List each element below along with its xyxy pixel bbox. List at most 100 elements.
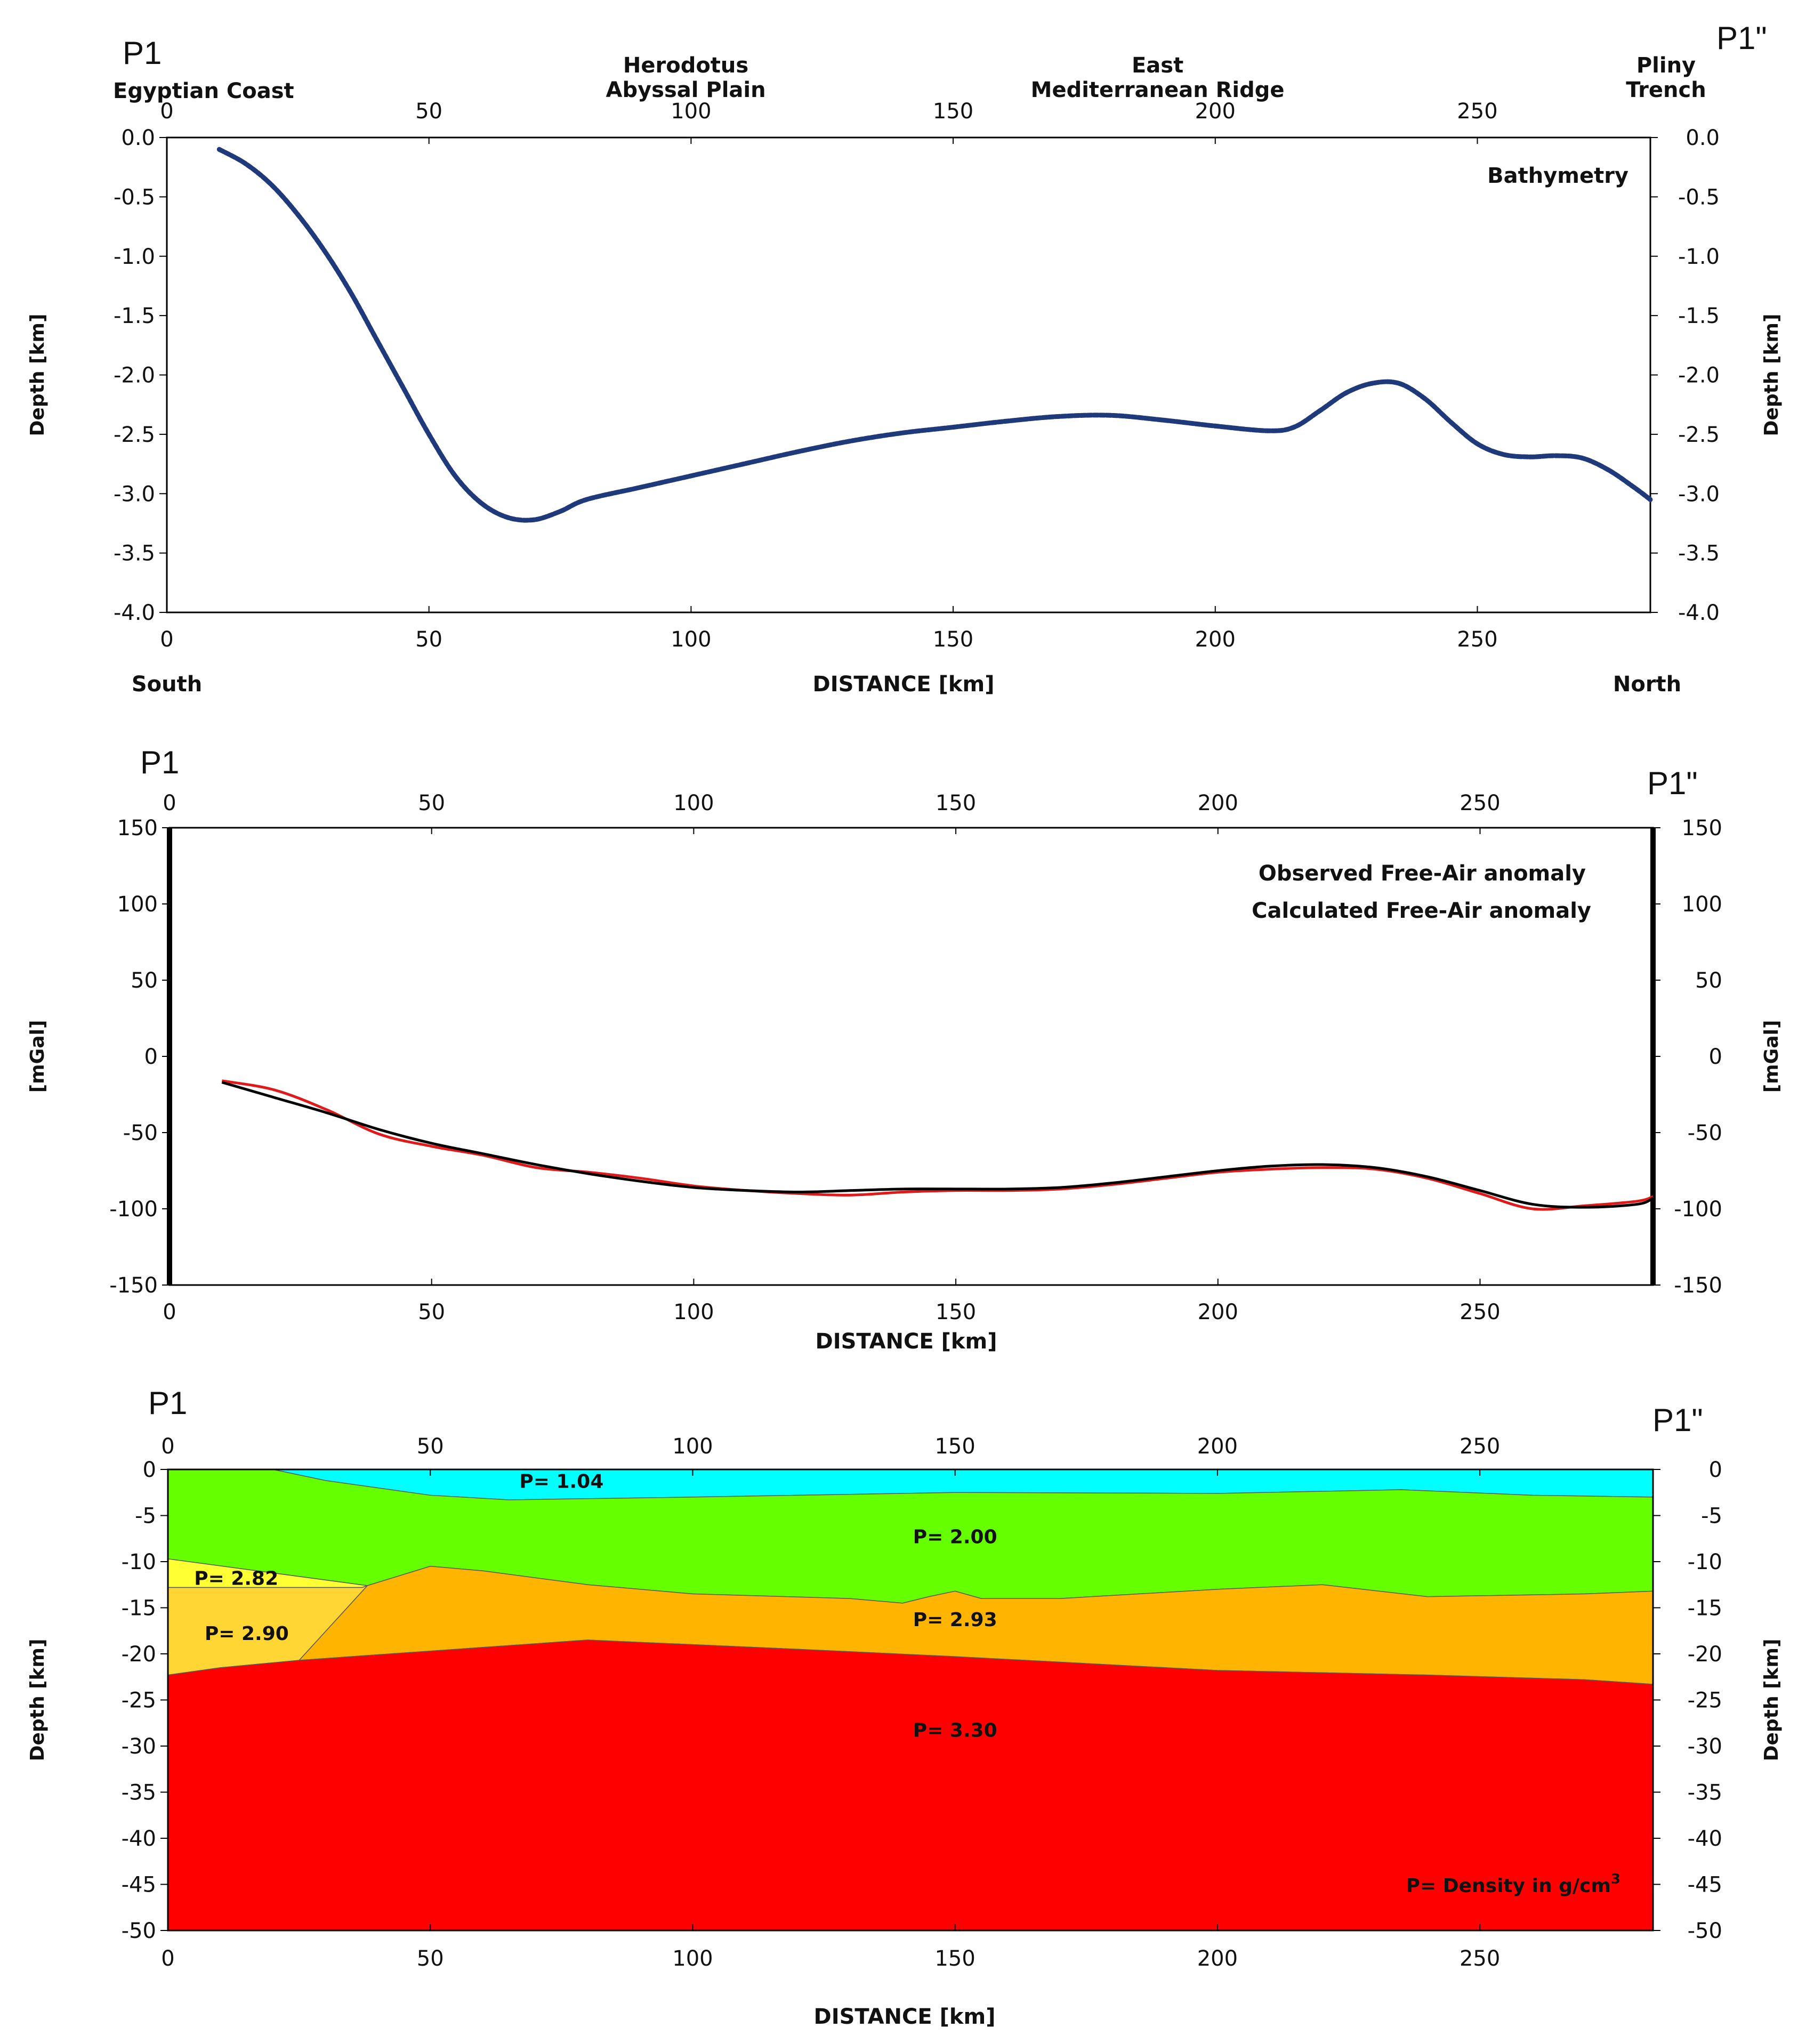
y-tick-label: -3.0 [114,482,155,506]
bathymetry-point [950,425,956,430]
x-tick-label-top: 200 [1198,791,1238,815]
y-tick-label: -4.0 [114,601,155,625]
profile-end-label: P1" [1652,1402,1703,1438]
x-tick-label-top: 200 [1197,1434,1238,1459]
x-tick-label: 100 [672,1946,713,1971]
bathymetry-point [1422,396,1428,401]
density-label: P= 3.30 [913,1720,997,1742]
bathymetry-point [1344,390,1349,395]
y-tick-label-right: 0.0 [1686,126,1720,150]
y-tick-label-right: 0 [1709,1458,1722,1482]
observed-anomaly-line [221,1081,1654,1209]
x-tick-label-top: 50 [415,99,442,124]
y-tick-label-right: -150 [1674,1273,1722,1298]
bathymetry-point [243,161,248,166]
x-tick-label-top: 250 [1460,791,1500,815]
x-axis-label: DISTANCE [km] [814,2005,996,2029]
bathymetry-point [1606,467,1611,473]
x-tick-label: 0 [160,627,173,652]
y-tick-label: -50 [123,1121,158,1145]
x-tick-label-top: 0 [161,1434,174,1459]
legend-observed: Observed Free-Air anomaly [1259,861,1586,886]
y-axis-label-right: Depth [km] [1761,1639,1783,1762]
y-tick-label: -3.5 [114,542,155,566]
x-tick-label-top: 0 [163,791,176,815]
x-tick-label: 0 [161,1946,174,1971]
x-tick-label-top: 0 [160,99,173,124]
density-label: P= 2.90 [205,1623,289,1645]
legend-calculated: Calculated Free-Air anomaly [1252,899,1591,923]
y-tick-label: -100 [109,1197,158,1222]
x-tick-label: 100 [671,627,711,652]
bathymetry-point [1213,423,1218,429]
x-tick-label-top: 250 [1460,1434,1500,1459]
y-tick-label: -2.0 [114,363,155,388]
bathymetry-panel: 0 0 50 50 100 100 150 150 200 200 250 250 0.0 0.0 -0.5… [27,20,1783,697]
y-tick-label: -20 [122,1642,156,1667]
bathymetry-point [216,147,222,152]
bathymetry-line [216,147,1653,523]
y-tick-label: -45 [122,1873,156,1897]
y-tick-label-right: -5 [1701,1504,1722,1529]
y-tick-label-right: -3.0 [1678,482,1720,506]
y-tick-label-right: -30 [1688,1734,1722,1759]
y-tick-label-right: -10 [1688,1550,1722,1574]
bathymetry-point [584,497,589,502]
y-tick-label: 0.0 [121,126,155,150]
y-tick-label: -1.0 [114,245,155,269]
bathymetry-point [741,462,746,467]
y-tick-label-right: -45 [1688,1873,1722,1897]
x-tick-label: 150 [933,627,973,652]
bathymetry-point [1055,414,1061,419]
y-tick-label-right: -35 [1688,1781,1722,1805]
x-tick-label-top: 50 [417,1434,444,1459]
bathymetry-point [1501,452,1506,457]
x-tick-label: 250 [1460,1300,1500,1324]
bathymetry-point [845,439,851,444]
x-tick-label: 50 [415,627,442,652]
location-label: Egyptian Coast [113,79,294,103]
y-tick-label: 50 [131,968,158,993]
x-tick-label-top: 50 [418,791,445,815]
x-tick-label: 100 [673,1300,714,1324]
y-tick-label: -15 [122,1596,156,1621]
x-tick-label: 50 [418,1300,445,1324]
bathymetry-point [688,473,694,479]
y-axis-label-right: [mGal] [1761,1020,1783,1093]
gravity-panel: 0 0 50 50 100 100 150 150 200 200 250 250 150 150 100 1… [27,745,1783,1354]
y-tick-label-right: -25 [1688,1688,1722,1713]
profile-start-label: P1 [140,745,179,780]
profile-end-label: P1" [1716,20,1767,56]
bathymetry-point [479,500,484,506]
density-label: P= 2.00 [913,1526,997,1548]
bathymetry-point [1474,441,1480,447]
y-tick-label: -10 [122,1550,156,1574]
north-label: North [1613,672,1681,697]
density-legend-note: P= Density in g/cm3 [1406,1871,1620,1897]
bathymetry-point [1317,408,1323,413]
y-tick-label-right: 150 [1682,816,1722,841]
y-tick-label: 100 [117,892,158,917]
bathymetry-point [1579,455,1585,460]
density-label: P= 2.93 [913,1609,997,1631]
bathymetry-point [295,212,301,217]
x-tick-label: 200 [1198,1300,1238,1324]
x-tick-label: 250 [1457,627,1497,652]
bathymetry-point [1265,428,1270,433]
y-axis-label: [mGal] [27,1020,49,1093]
y-tick-label: 0 [144,1045,158,1069]
bathymetry-point [636,485,641,490]
x-tick-label: 0 [163,1300,176,1324]
bathymetry-point [505,515,510,520]
y-tick-label: -150 [109,1273,158,1298]
y-tick-label-right: -15 [1688,1596,1722,1621]
location-label: Abyssal Plain [606,78,765,102]
x-axis-label: DISTANCE [km] [813,672,995,697]
x-tick-label-top: 150 [933,99,973,124]
x-tick-label-top: 100 [671,99,711,124]
bathymetry-point [531,517,536,522]
bathymetry-point [1370,381,1375,386]
x-tick-label: 150 [934,1946,975,1971]
x-tick-label: 200 [1195,627,1236,652]
